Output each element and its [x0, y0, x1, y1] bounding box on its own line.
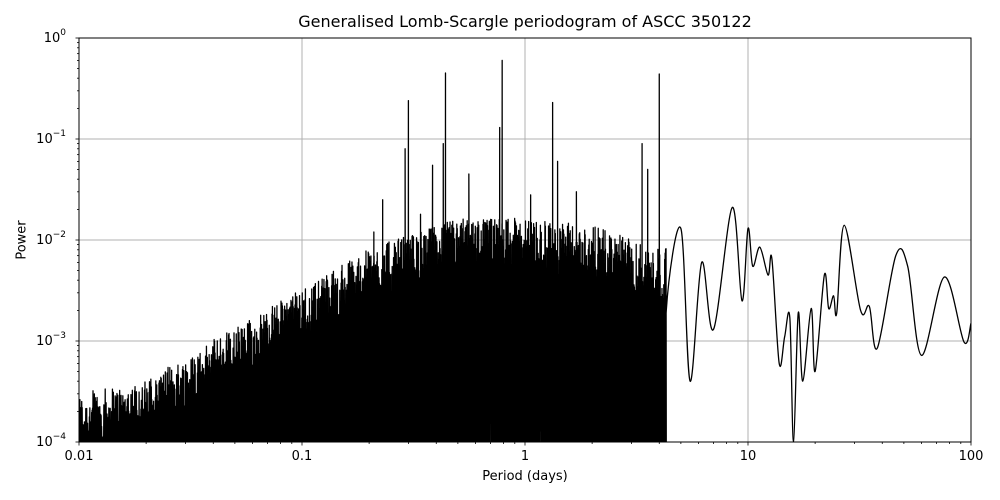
y-axis-label: Power	[14, 220, 30, 260]
axes-frame	[78, 37, 972, 443]
y-tick-label: 10−3	[36, 330, 66, 350]
x-tick-label: 100	[958, 449, 984, 464]
x-tick-label: 0.01	[64, 449, 94, 464]
chart-title: Generalised Lomb-Scargle periodogram of …	[298, 12, 752, 31]
x-axis-label: Period (days)	[482, 469, 568, 484]
y-tick-label: 10−4	[36, 431, 66, 451]
x-tick-label: 0.1	[291, 449, 313, 464]
y-tick-label: 100	[43, 27, 66, 47]
y-tick-label: 10−2	[36, 229, 66, 249]
y-tick-label: 10−1	[36, 128, 66, 148]
x-tick-label: 1	[520, 449, 530, 464]
periodogram-line	[79, 59, 971, 442]
x-tick-label: 10	[739, 449, 757, 464]
